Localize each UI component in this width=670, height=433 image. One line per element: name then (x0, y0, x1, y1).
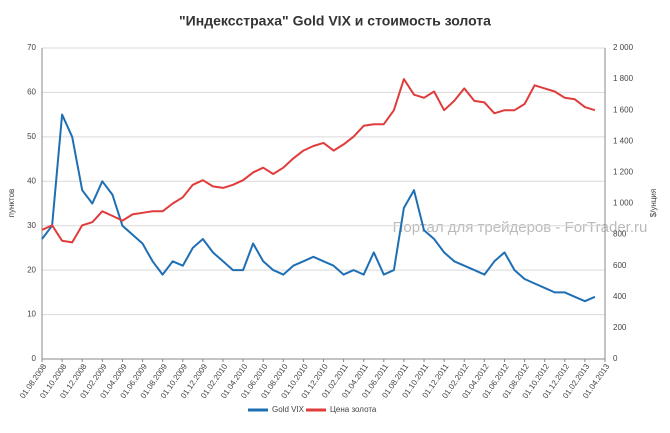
y2-tick-label: 1 600 (613, 105, 634, 114)
y2-tick-label: 200 (613, 323, 627, 332)
series-line (41, 113, 596, 303)
legend-label: Цена золота (330, 405, 377, 414)
y2-tick-label: 1 400 (613, 136, 634, 145)
y-axis-label: пунктов (7, 189, 16, 218)
y2-tick-label: 1 800 (613, 74, 634, 83)
y2-tick-label: 400 (613, 292, 627, 301)
y2-tick-label: 800 (613, 230, 627, 239)
y2-tick-label: 2 000 (613, 43, 634, 52)
chart-title: "Индексстраха" Gold VIX и стоимость золо… (179, 13, 491, 29)
y-tick-label: 20 (27, 265, 36, 274)
y-tick-label: 50 (27, 132, 36, 141)
y-tick-label: 0 (32, 354, 37, 363)
y-tick-label: 70 (27, 43, 36, 52)
y2-tick-label: 1 000 (613, 199, 634, 208)
y-tick-label: 10 (27, 310, 36, 319)
y-tick-label: 30 (27, 221, 36, 230)
series-line (41, 78, 596, 244)
y2-tick-label: 0 (613, 354, 618, 363)
y2-axis-label: $/унция (649, 189, 658, 217)
y2-tick-label: 1 200 (613, 168, 634, 177)
y-tick-label: 60 (27, 88, 36, 97)
watermark: Портал для трейдеров - ForTrader.ru (393, 219, 648, 236)
y-tick-label: 40 (27, 176, 36, 185)
legend-label: Gold VIX (272, 405, 305, 414)
y2-tick-label: 600 (613, 261, 627, 270)
